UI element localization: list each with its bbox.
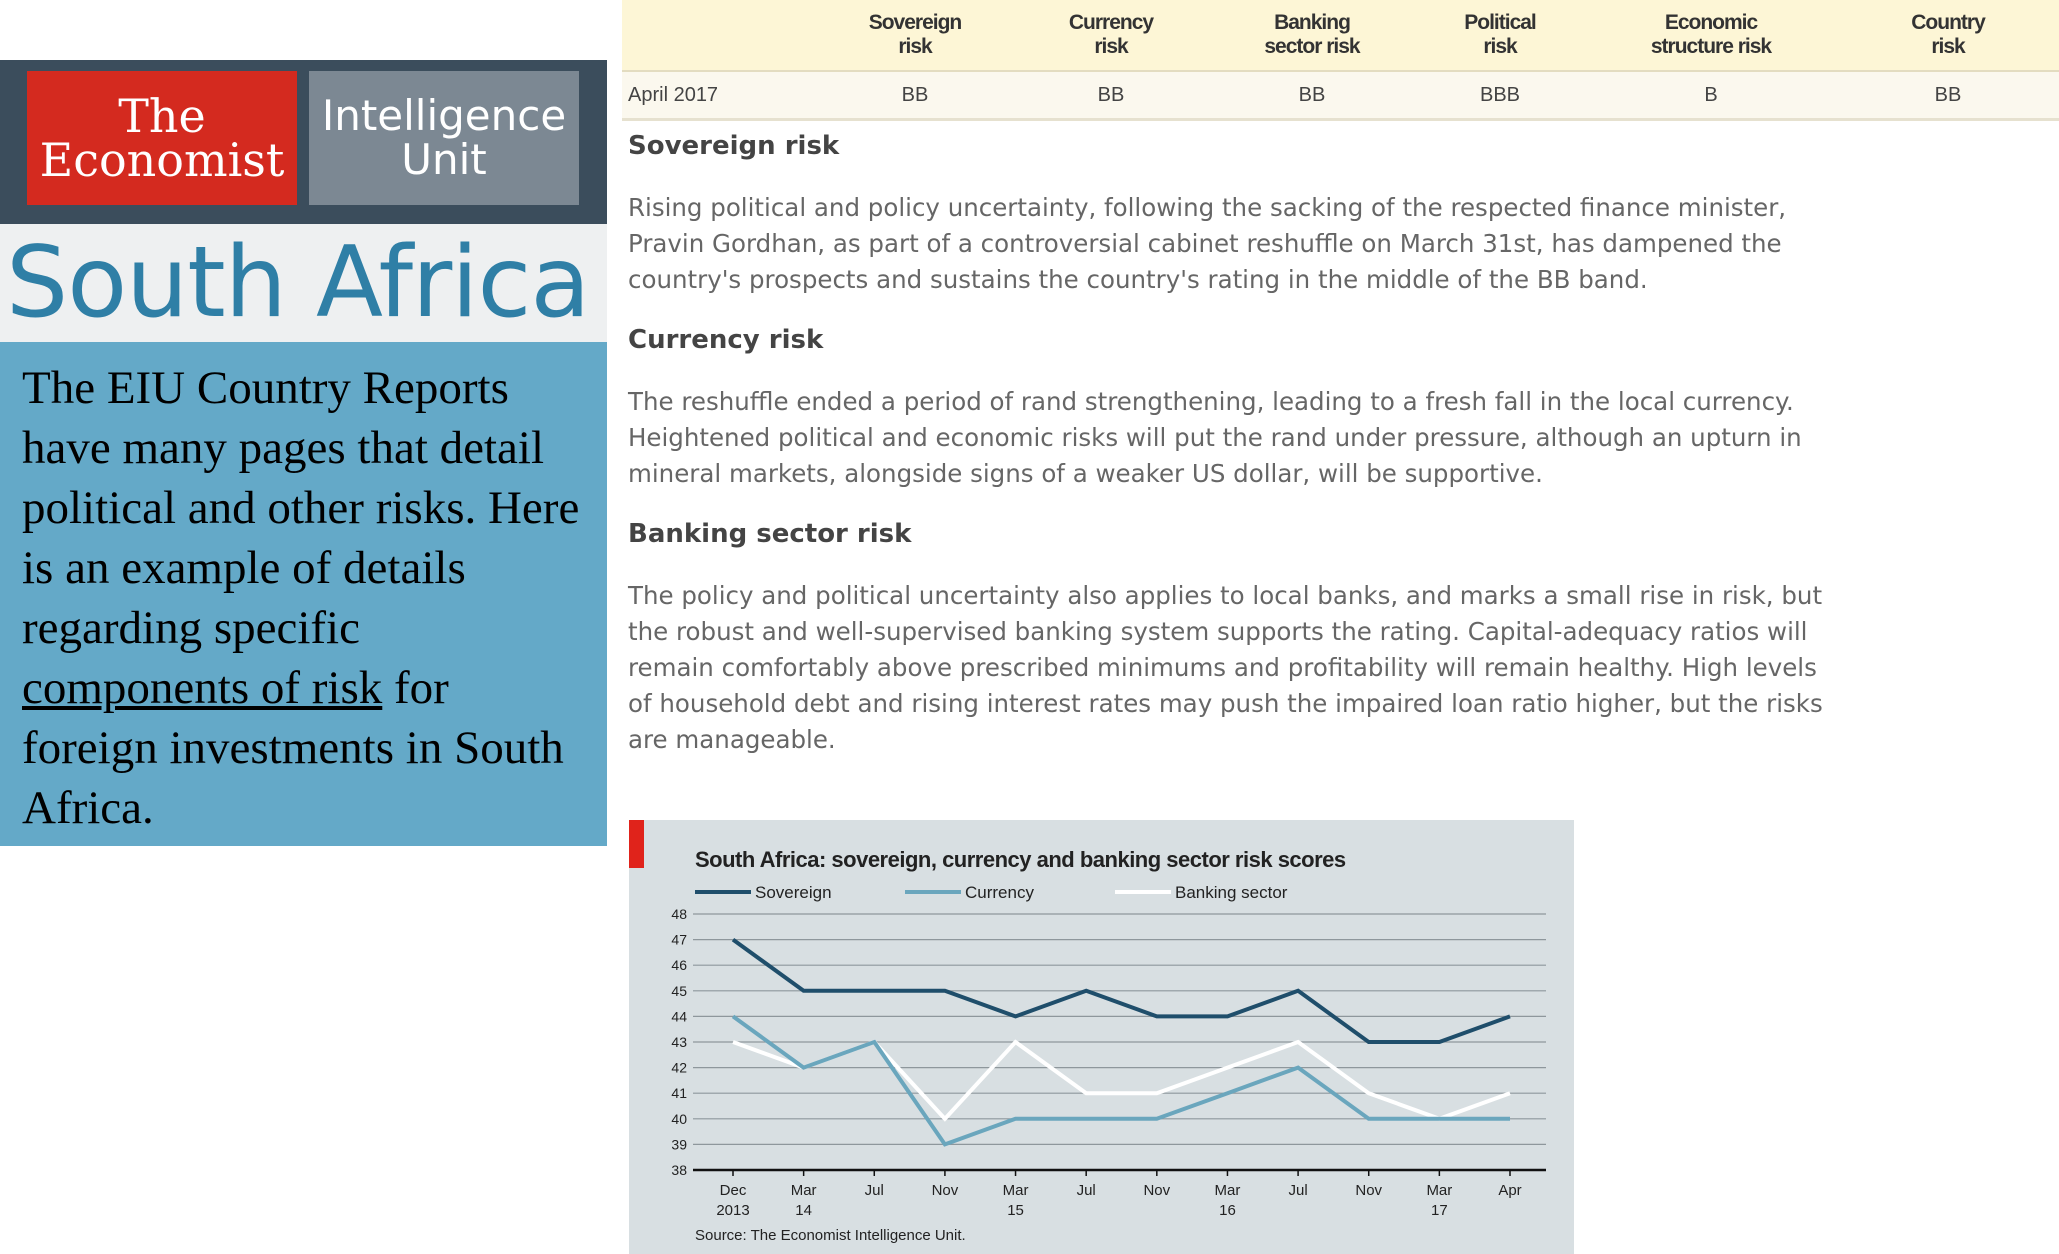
series-line-currency xyxy=(731,1014,1510,1147)
series-line-sovereign xyxy=(731,937,1511,1044)
table-header-cell: Currency risk xyxy=(1013,0,1209,72)
table-header-cell: Political risk xyxy=(1415,0,1585,72)
economist-logo-line1: The xyxy=(118,89,206,143)
x-tick-label-line2: 17 xyxy=(1431,1202,1448,1219)
table-row: April 2017 BB BB BB BBB B BB xyxy=(622,71,2059,121)
intelligence-unit-logo: Intelligence Unit xyxy=(309,71,579,205)
economist-logo-line2: Economist xyxy=(39,133,285,187)
table-cell: BBB xyxy=(1415,71,1585,121)
x-tick-label: Mar xyxy=(1003,1182,1029,1199)
x-tick-label: Apr xyxy=(1498,1182,1521,1199)
y-tick-label: 43 xyxy=(671,1034,687,1050)
note-text-before: The EIU Country Reports have many pages … xyxy=(22,362,580,654)
x-tick-label: Jul xyxy=(1288,1182,1307,1199)
y-tick-label: 39 xyxy=(671,1136,687,1152)
section-body-currency: The reshuffle ended a period of rand str… xyxy=(628,387,1802,488)
section-heading-sovereign: Sovereign risk xyxy=(628,131,840,161)
x-tick-label: Jul xyxy=(1077,1182,1096,1199)
table-header-corner xyxy=(622,0,817,72)
x-tick-label: Jul xyxy=(865,1182,884,1199)
eiu-logo-line1: Intelligence xyxy=(321,91,567,140)
y-tick-label: 46 xyxy=(671,957,687,973)
note-text-after: for foreign investments in South Africa. xyxy=(22,662,564,834)
table-header-cell: Economic structure risk xyxy=(1585,0,1837,72)
y-tick-label: 48 xyxy=(671,906,687,922)
x-tick-label: Mar xyxy=(1215,1182,1241,1199)
section-body-sovereign: Rising political and policy uncertainty,… xyxy=(628,193,1787,294)
y-tick-label: 40 xyxy=(671,1111,687,1127)
chart-title: South Africa: sovereign, currency and ba… xyxy=(695,847,1346,872)
y-tick-label: 42 xyxy=(671,1060,687,1076)
x-tick-label: Mar xyxy=(1426,1182,1452,1199)
risk-ratings-table: Sovereign risk Currency risk Banking sector… xyxy=(622,0,2059,121)
table-cell: B xyxy=(1585,71,1837,121)
explanatory-note: The EIU Country Reports have many pages … xyxy=(0,342,607,846)
chart-source: Source: The Economist Intelligence Unit. xyxy=(695,1227,966,1244)
table-header-cell: Country risk xyxy=(1837,0,2059,72)
x-tick-label: Dec xyxy=(720,1182,747,1199)
table-header-cell: Sovereign risk xyxy=(817,0,1013,72)
country-title: South Africa xyxy=(0,224,607,342)
table-row-label: April 2017 xyxy=(622,71,817,121)
legend-label: Currency xyxy=(965,883,1034,902)
table-header-cell: Banking sector risk xyxy=(1209,0,1415,72)
y-tick-label: 38 xyxy=(671,1162,687,1178)
series-line-banking-sector xyxy=(732,1039,1511,1122)
x-tick-label: Nov xyxy=(932,1182,959,1199)
chart-svg: South Africa: sovereign, currency and ba… xyxy=(671,847,1546,1244)
x-tick-label-line2: 2013 xyxy=(716,1202,749,1219)
section-heading-banking: Banking sector risk xyxy=(628,519,912,549)
risk-score-chart: South Africa: sovereign, currency and ba… xyxy=(629,820,1574,1254)
eiu-logo-line2: Unit xyxy=(401,135,487,184)
x-tick-label-line2: 15 xyxy=(1007,1202,1024,1219)
x-tick-label-line2: 14 xyxy=(795,1202,812,1219)
chart-accent-bar xyxy=(629,820,644,868)
x-tick-label-line2: 16 xyxy=(1219,1202,1236,1219)
economist-logo: The Economist xyxy=(27,71,297,205)
y-tick-label: 45 xyxy=(671,983,687,999)
y-tick-label: 41 xyxy=(671,1085,687,1101)
legend-label: Banking sector xyxy=(1175,883,1288,902)
x-tick-label: Nov xyxy=(1143,1182,1170,1199)
note-underlined-text: components of risk xyxy=(22,662,383,714)
eiu-logo-bar: The Economist Intelligence Unit xyxy=(0,60,607,224)
x-tick-label: Nov xyxy=(1355,1182,1382,1199)
x-tick-label: Mar xyxy=(791,1182,817,1199)
table-cell: BB xyxy=(1837,71,2059,121)
y-tick-label: 44 xyxy=(671,1008,687,1024)
table-cell: BB xyxy=(1209,71,1415,121)
table-cell: BB xyxy=(1013,71,1209,121)
section-heading-currency: Currency risk xyxy=(628,325,824,355)
section-body-banking: The policy and political uncertainty als… xyxy=(628,581,1823,754)
legend-label: Sovereign xyxy=(755,883,832,902)
table-header-row: Sovereign risk Currency risk Banking sector… xyxy=(622,0,2059,72)
table-cell: BB xyxy=(817,71,1013,121)
y-tick-label: 47 xyxy=(671,932,687,948)
